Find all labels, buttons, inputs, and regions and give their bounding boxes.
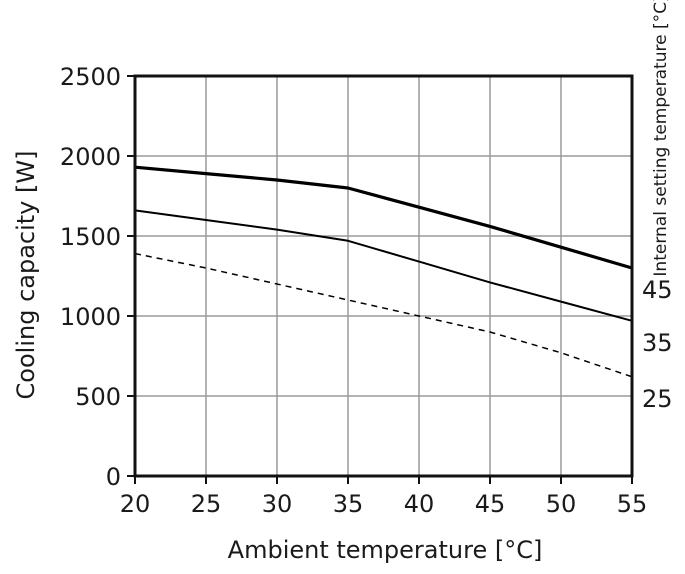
x-tick-label-5: 45 <box>475 490 506 518</box>
grid <box>135 76 632 476</box>
y-tick-label-5: 2500 <box>60 63 121 91</box>
series-labels: 45 35 25 <box>642 276 673 413</box>
x-tick-label-3: 35 <box>333 490 364 518</box>
series-layer <box>134 165 633 378</box>
series-label-45: 45 <box>642 276 673 304</box>
plot-frame <box>133 74 634 478</box>
right-axis-title: Internal setting temperature [°C] <box>651 0 671 277</box>
y-tick-label-1: 500 <box>75 383 121 411</box>
y-axis-title: Cooling capacity [W] <box>12 151 40 400</box>
y-tick-label-4: 2000 <box>60 143 121 171</box>
y-axis-ticks: 0 500 1000 1500 2000 2500 <box>60 63 135 491</box>
series-line-45 <box>134 165 633 270</box>
series-label-35: 35 <box>642 329 673 357</box>
x-tick-label-7: 55 <box>617 490 648 518</box>
x-tick-label-0: 20 <box>120 490 151 518</box>
series-line-25 <box>134 252 633 378</box>
series-label-25: 25 <box>642 385 673 413</box>
y-tick-label-0: 0 <box>106 463 121 491</box>
y-tick-label-3: 1500 <box>60 223 121 251</box>
x-axis-title: Ambient temperature [°C] <box>228 536 543 564</box>
x-tick-label-1: 25 <box>191 490 222 518</box>
x-tick-label-6: 50 <box>546 490 577 518</box>
y-tick-label-2: 1000 <box>60 303 121 331</box>
x-tick-label-4: 40 <box>404 490 435 518</box>
x-tick-label-2: 30 <box>262 490 293 518</box>
x-axis-ticks: 20 25 30 35 40 45 50 55 <box>120 476 648 518</box>
series-line-35 <box>134 209 633 322</box>
